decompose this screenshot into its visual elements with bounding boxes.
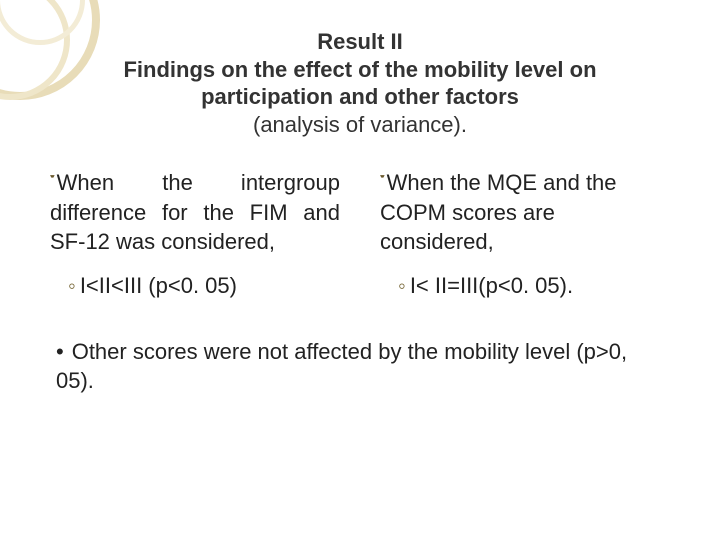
title-line-4: (analysis of variance). <box>50 111 670 139</box>
sub-bullet-icon: ◦ <box>398 273 406 298</box>
sub-bullet-icon: ◦ <box>68 273 76 298</box>
slide-content: Result II Findings on the effect of the … <box>0 0 720 540</box>
right-sub: ◦I< II=III(p<0. 05). <box>380 271 670 301</box>
bullet-icon: ་ <box>49 168 55 198</box>
left-column: ་When the intergroup difference for the … <box>50 168 340 301</box>
title-line-1: Result II <box>50 28 670 56</box>
bullet-icon: ་ <box>379 168 385 198</box>
title-line-2: Findings on the effect of the mobility l… <box>50 56 670 84</box>
left-lead-text: When the intergroup difference for the F… <box>50 170 340 254</box>
right-column: ་When the MQE and the COPM scores are co… <box>380 168 670 301</box>
left-sub: ◦I<II<III (p<0. 05) <box>50 271 340 301</box>
dot-bullet-icon: • <box>56 339 64 364</box>
right-lead-text: When the MQE and the COPM scores are con… <box>380 170 617 254</box>
two-columns: ་When the intergroup difference for the … <box>50 168 670 301</box>
right-lead: ་When the MQE and the COPM scores are co… <box>380 168 670 257</box>
right-sub-text: I< II=III(p<0. 05). <box>410 273 573 298</box>
footer-note: •Other scores were not affected by the m… <box>50 337 670 396</box>
left-lead: ་When the intergroup difference for the … <box>50 168 340 257</box>
title-line-3: participation and other factors <box>50 83 670 111</box>
left-sub-text: I<II<III (p<0. 05) <box>80 273 237 298</box>
title-block: Result II Findings on the effect of the … <box>50 28 670 138</box>
footer-text: Other scores were not affected by the mo… <box>56 339 627 394</box>
